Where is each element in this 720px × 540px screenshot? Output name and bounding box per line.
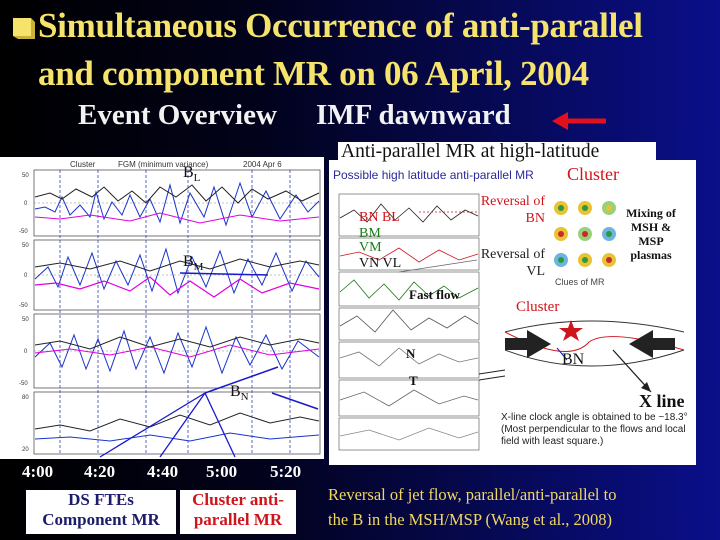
dawnward-arrow-icon <box>552 112 606 130</box>
fgm-time-series-panel: Cluster FGM (minimum variance) 2004 Apr … <box>0 157 324 459</box>
plot-header-right: 2004 Apr 6 <box>243 160 282 169</box>
time-label-3: 5:00 <box>206 462 238 481</box>
svg-text:-50: -50 <box>19 229 28 235</box>
plot-header-mid: FGM (minimum variance) <box>118 160 209 169</box>
svg-text:50: 50 <box>22 173 29 179</box>
subtitle-event-overview: Event Overview <box>78 99 277 131</box>
label-bl: BL <box>183 164 201 185</box>
fgm-plot: Cluster FGM (minimum variance) 2004 Apr … <box>19 160 321 458</box>
time-label-4: 5:20 <box>270 462 302 481</box>
svg-text:0: 0 <box>24 349 28 355</box>
label-bn: BN <box>230 383 249 404</box>
cluster-orbit-label: Cluster <box>516 299 560 315</box>
plot-header-left: Cluster <box>70 160 96 169</box>
time-label-1: 4:20 <box>84 462 116 481</box>
t-label: T <box>409 373 418 388</box>
ds-ftes-box: DS FTEs Component MR <box>26 490 176 534</box>
clues-thumbnails <box>554 201 616 267</box>
reversal-vl-label: Reversal of VL <box>480 247 545 279</box>
reversal-bn-label: Reversal of BN <box>480 194 545 226</box>
legend-vm: VM <box>359 240 382 255</box>
clues-label: Clues of MR <box>555 277 605 287</box>
svg-text:20: 20 <box>22 447 29 453</box>
svg-text:-50: -50 <box>19 303 28 309</box>
title-line-1: Simultaneous Occurrence of anti-parallel <box>38 6 643 45</box>
plot-title: Possible high latitude anti-parallel MR <box>333 168 534 182</box>
bottom-caption: Reversal of jet flow, parallel/anti-para… <box>328 485 617 529</box>
legend-vn-vl: VN VL <box>359 256 402 271</box>
legend-bm: BM <box>359 226 381 241</box>
svg-text:80: 80 <box>22 395 29 401</box>
time-label-0: 4:00 <box>22 462 54 481</box>
anti-parallel-mr-panel: Possible high latitude anti-parallel MR … <box>329 160 696 465</box>
cluster-label: Cluster <box>567 164 619 184</box>
label-bm: BM <box>183 253 204 274</box>
svg-text:0: 0 <box>24 201 28 207</box>
svg-text:50: 50 <box>22 317 29 323</box>
svg-text:0: 0 <box>24 273 28 279</box>
title-line-2: and component MR on 06 April, 2004 <box>38 54 589 93</box>
mixing-label: Mixing of MSH & MSP plasmas <box>626 206 676 262</box>
time-label-2: 4:40 <box>147 462 179 481</box>
svg-text:50: 50 <box>22 243 29 249</box>
bullet-icon <box>13 18 35 39</box>
cluster-anti-parallel-box: Cluster anti- parallel MR <box>180 490 296 534</box>
x-line-label: X line <box>639 391 685 411</box>
n-label: N <box>406 346 416 361</box>
subtitle-imf-dawnward: IMF dawnward <box>316 99 511 131</box>
fast-flow-label: Fast flow <box>409 287 460 302</box>
clock-angle-note: X-line clock angle is obtained to be ~18… <box>501 412 688 447</box>
bn-schematic-label: BN <box>562 351 585 368</box>
svg-text:-50: -50 <box>19 381 28 387</box>
mr-diagram <box>338 193 685 451</box>
legend-bn-bl: BN BL <box>359 210 400 225</box>
